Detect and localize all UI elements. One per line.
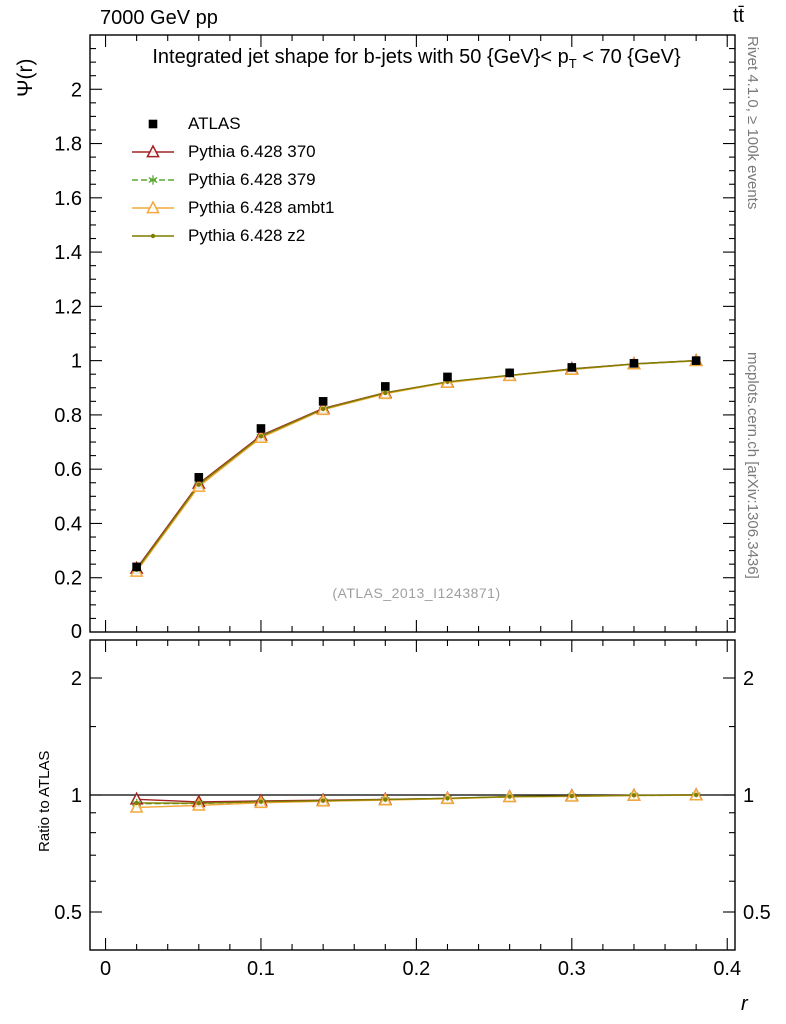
data-point (146, 200, 160, 214)
legend-label: Pythia 6.428 379 (188, 170, 316, 189)
data-point (258, 799, 264, 804)
data-point (318, 397, 328, 406)
mcplots-credit-label: mcplots.cern.ch [arXiv:1306.3436] (744, 352, 761, 579)
legend-marker-line-icon (132, 233, 174, 239)
legend-marker-line-icon (132, 200, 174, 214)
y-axis-title: Ψ(r) (14, 58, 37, 97)
data-point (569, 793, 575, 799)
ratio-series-line (136, 794, 697, 804)
beam-energy-label: 7000 GeV pp (100, 7, 218, 29)
series-line (136, 359, 697, 571)
data-point (134, 800, 139, 806)
data-point (507, 794, 512, 799)
data-point (196, 482, 201, 487)
y-tick-label: 0.4 (54, 513, 82, 535)
legend-label: Pythia 6.428 ambt1 (188, 198, 335, 217)
y-tick-label: 0 (71, 621, 82, 643)
legend-label: ATLAS (188, 114, 241, 133)
data-point (693, 792, 699, 798)
y-tick-label: 1.4 (54, 242, 82, 264)
plot-title: Integrated jet shape for b-jets with 50 … (95, 46, 738, 71)
rivet-version-label: Rivet 4.1.0, ≥ 100k events (744, 36, 761, 210)
x-tick-label: 0.2 (402, 958, 430, 980)
data-point (148, 175, 158, 185)
x-tick-label: 0.1 (247, 958, 275, 980)
x-tick-label: 0.3 (558, 958, 586, 980)
ratio-tick-label: 1 (743, 785, 754, 807)
y-tick-label: 0.6 (54, 459, 82, 481)
y-tick-label: 1.8 (54, 134, 82, 156)
ratio-tick-label: 1 (71, 785, 82, 807)
ratio-axis-title: Ratio to ATLAS (36, 750, 53, 852)
legend-item: ATLAS (130, 110, 334, 138)
analysis-id-watermark: (ATLAS_2013_I1243871) (332, 585, 501, 601)
data-point (196, 800, 201, 806)
ratio-tick-label: 0.5 (54, 902, 82, 924)
series-line (136, 359, 697, 569)
data-point (505, 368, 514, 378)
data-point (443, 372, 452, 382)
data-point (320, 798, 326, 803)
plot-title-sub: T (568, 56, 577, 71)
x-tick-label: 0 (100, 958, 111, 980)
data-point (132, 562, 141, 572)
legend-marker-square-icon (148, 119, 158, 129)
plot-title-pre: Integrated jet shape for b-jets with 50 … (152, 46, 569, 68)
legend-label: Pythia 6.428 z2 (188, 226, 306, 245)
series-line (136, 360, 697, 571)
plot-title-post: < 70 {GeV} (576, 46, 681, 68)
ratio-tick-label: 2 (743, 668, 754, 690)
data-point (567, 363, 577, 372)
ratio-tick-label: 0.5 (743, 902, 771, 924)
data-point (691, 356, 701, 365)
legend-label: Pythia 6.428 370 (188, 142, 316, 161)
data-point (383, 797, 388, 802)
legend-item: Pythia 6.428 370 (130, 138, 334, 166)
data-point (629, 359, 639, 368)
x-tick-label: 0.4 (713, 958, 741, 980)
legend-item: Pythia 6.428 z2 (130, 222, 334, 250)
data-point (146, 144, 160, 158)
data-point (148, 119, 158, 129)
y-tick-label: 0.8 (54, 405, 82, 427)
y-tick-label: 0.2 (54, 568, 82, 590)
y-tick-label: 1.6 (54, 188, 82, 210)
y-tick-label: 1 (71, 351, 82, 373)
y-tick-label: 2 (71, 79, 82, 101)
data-point (631, 793, 637, 798)
data-point (256, 424, 266, 433)
process-label: tt̄ (733, 5, 745, 27)
data-point (258, 434, 264, 439)
data-point (150, 233, 156, 239)
data-point (381, 382, 390, 391)
y-tick-label: 1.2 (54, 296, 82, 318)
data-point (194, 473, 204, 482)
data-point (445, 796, 450, 801)
legend-item: Pythia 6.428 379 (130, 166, 334, 194)
ratio-tick-label: 2 (71, 668, 82, 690)
data-point (383, 390, 388, 396)
legend: ATLAS Pythia 6.428 370 Pythia 6.428 379 Pyt… (130, 110, 334, 250)
legend-marker-line-icon (132, 175, 174, 185)
legend-marker-line-icon (132, 144, 174, 158)
legend-item: Pythia 6.428 ambt1 (130, 194, 334, 222)
data-point (320, 406, 326, 412)
x-axis-title: r (741, 993, 748, 1015)
data-point (129, 799, 144, 813)
